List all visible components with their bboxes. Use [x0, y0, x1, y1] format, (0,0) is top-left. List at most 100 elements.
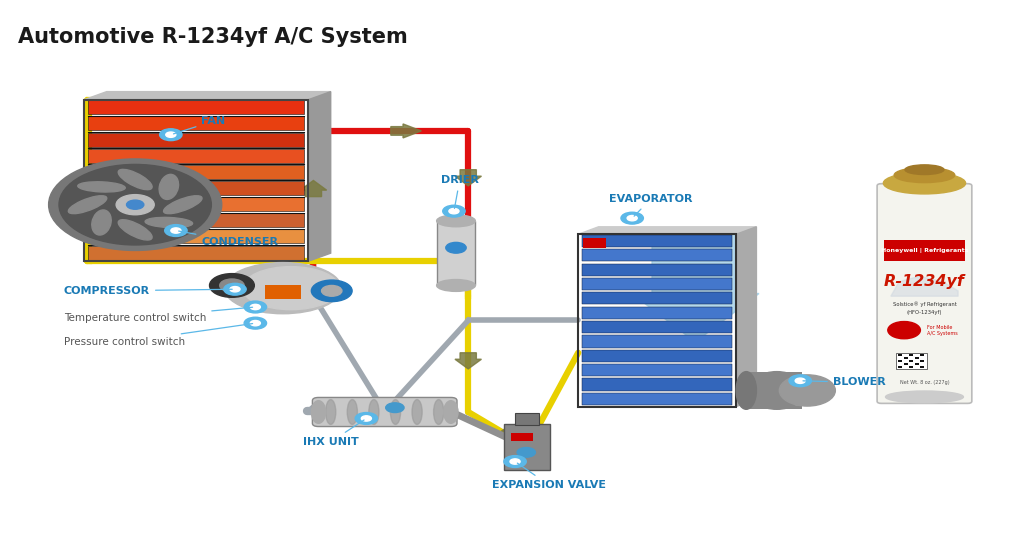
Bar	[583, 321, 732, 333]
Ellipse shape	[326, 399, 336, 424]
Circle shape	[361, 416, 372, 421]
Bar	[84, 100, 308, 261]
Circle shape	[449, 208, 459, 214]
Bar	[885, 240, 965, 261]
Ellipse shape	[78, 182, 125, 192]
Ellipse shape	[390, 399, 400, 424]
Text: EXPANSION VALVE: EXPANSION VALVE	[492, 463, 605, 490]
Circle shape	[48, 159, 222, 250]
Bar	[914, 363, 919, 365]
Bar	[436, 221, 475, 286]
Ellipse shape	[224, 263, 341, 314]
Text: DRIER: DRIER	[440, 176, 478, 208]
Circle shape	[445, 243, 466, 253]
Ellipse shape	[347, 399, 357, 424]
Ellipse shape	[894, 168, 954, 183]
Bar	[88, 213, 304, 227]
Bar	[88, 230, 304, 244]
Ellipse shape	[369, 399, 379, 424]
Ellipse shape	[69, 196, 106, 214]
Bar	[921, 360, 925, 362]
Bar	[782, 375, 810, 406]
Circle shape	[250, 320, 260, 326]
Circle shape	[166, 132, 176, 138]
Bar	[88, 165, 304, 179]
Bar	[583, 364, 732, 376]
Polygon shape	[308, 91, 331, 261]
Circle shape	[250, 304, 260, 310]
Ellipse shape	[311, 401, 326, 423]
Ellipse shape	[443, 401, 458, 423]
Bar	[746, 372, 802, 409]
Circle shape	[627, 215, 637, 221]
Bar	[914, 357, 919, 359]
Circle shape	[442, 205, 465, 217]
FancyArrow shape	[632, 234, 759, 342]
Circle shape	[621, 212, 643, 224]
Bar	[583, 249, 732, 262]
Ellipse shape	[243, 267, 339, 310]
FancyBboxPatch shape	[878, 184, 972, 404]
Bar	[898, 360, 902, 362]
Ellipse shape	[886, 391, 964, 403]
Bar	[511, 433, 534, 441]
Bar	[579, 234, 736, 406]
Bar	[583, 292, 732, 305]
Bar	[88, 116, 304, 131]
Ellipse shape	[433, 399, 443, 424]
Text: EVAPORATOR: EVAPORATOR	[608, 194, 692, 216]
Bar	[583, 263, 732, 276]
Ellipse shape	[92, 210, 112, 235]
Bar	[88, 100, 304, 114]
Ellipse shape	[436, 280, 475, 292]
Text: Net Wt. 8 oz. (227g): Net Wt. 8 oz. (227g)	[900, 380, 949, 385]
Polygon shape	[891, 276, 958, 296]
Circle shape	[171, 228, 181, 233]
FancyArrow shape	[455, 170, 481, 186]
Circle shape	[244, 301, 266, 313]
Circle shape	[796, 378, 805, 384]
Text: IHX UNIT: IHX UNIT	[303, 420, 365, 447]
Ellipse shape	[905, 165, 944, 175]
Bar	[584, 238, 606, 248]
Bar	[583, 278, 732, 290]
Bar	[896, 353, 927, 369]
Circle shape	[127, 200, 143, 209]
FancyArrow shape	[89, 160, 202, 208]
Text: FAN: FAN	[173, 116, 225, 134]
Text: Honeywell | Refrigerants: Honeywell | Refrigerants	[881, 248, 968, 253]
Bar	[583, 307, 732, 319]
Text: (HFO-1234yf): (HFO-1234yf)	[906, 311, 942, 316]
Bar	[898, 354, 902, 356]
Text: R-1234yf: R-1234yf	[884, 274, 965, 289]
Circle shape	[517, 448, 536, 457]
Ellipse shape	[145, 218, 193, 227]
Ellipse shape	[749, 372, 805, 409]
Ellipse shape	[118, 169, 153, 190]
FancyBboxPatch shape	[312, 398, 457, 426]
Circle shape	[386, 403, 404, 412]
Ellipse shape	[118, 220, 153, 240]
Polygon shape	[84, 91, 331, 100]
Bar	[583, 350, 732, 362]
FancyArrow shape	[455, 353, 481, 369]
Text: COMPRESSOR: COMPRESSOR	[63, 286, 232, 296]
Circle shape	[322, 286, 342, 296]
Bar	[88, 181, 304, 195]
Ellipse shape	[164, 196, 202, 214]
Text: For Mobile
A/C Systems: For Mobile A/C Systems	[927, 325, 957, 336]
FancyArrow shape	[300, 181, 327, 196]
Bar	[583, 235, 732, 247]
Circle shape	[230, 287, 240, 292]
Polygon shape	[736, 227, 757, 406]
Bar	[898, 366, 902, 368]
Text: Pressure control switch: Pressure control switch	[63, 324, 253, 347]
Circle shape	[220, 279, 244, 292]
Circle shape	[160, 129, 182, 140]
Text: CONDENSER: CONDENSER	[178, 231, 279, 248]
Text: Solstice® yf Refrigerant: Solstice® yf Refrigerant	[893, 301, 956, 307]
Circle shape	[355, 412, 378, 424]
Circle shape	[210, 274, 254, 298]
Bar	[903, 357, 907, 359]
Bar	[264, 286, 301, 299]
